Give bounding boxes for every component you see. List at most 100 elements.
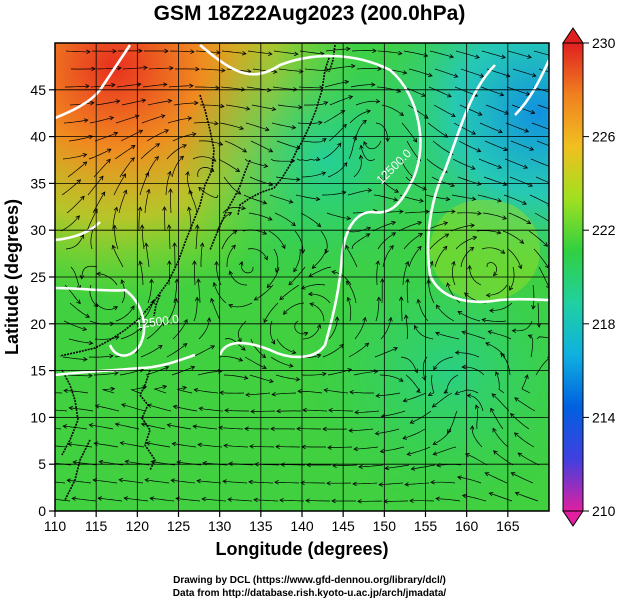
streamline-arrow [470,165,476,170]
streamline [119,157,135,178]
streamline-arrow [353,446,358,452]
streamline-arrow [388,316,393,322]
streamline [489,302,513,311]
streamline-arrow [531,72,537,78]
streamline [229,270,248,286]
streamline [492,428,509,448]
streamline-arrow [199,242,205,247]
streamline [210,298,221,322]
streamline-arrow [227,497,232,502]
streamline-arrow [306,462,311,468]
streamline-arrow [272,69,278,74]
streamline-arrow [393,197,399,202]
streamline [96,67,122,70]
streamline-arrow [111,82,116,88]
streamline [251,410,276,412]
streamline [425,194,450,200]
streamline [302,138,327,143]
streamline [529,194,549,205]
streamline [509,176,533,187]
streamline [354,446,379,450]
streamline-arrow [376,296,382,301]
streamline [533,248,549,269]
streamline-arrow [417,245,422,251]
streamline-arrow [263,163,269,168]
streamline [324,389,349,394]
streamline [221,230,237,250]
streamline-arrow [311,264,317,269]
streamline-arrow [404,260,410,266]
streamline [477,194,502,202]
streamline-arrow [409,419,415,424]
streamline [408,68,433,77]
streamline-arrow [389,244,394,250]
streamline [176,498,201,502]
streamline-arrow [418,233,423,238]
streamline [200,68,225,71]
x-tick-label: 110 [44,518,67,534]
streamline-arrow [489,308,494,313]
streamline-arrow [300,480,305,485]
streamline-arrow [215,85,220,90]
streamline-arrow [350,63,356,69]
streamline-arrow [187,206,192,212]
streamline [226,244,236,267]
streamline-arrow [194,296,200,302]
streamline [170,188,172,214]
streamline-arrow [89,100,95,106]
streamline-arrow [517,452,523,457]
colorbar-tick-label: 230 [592,35,616,51]
streamline [225,104,250,110]
streamline [223,480,248,484]
streamline [219,122,244,130]
streamline [480,86,504,96]
streamline [375,428,400,435]
streamline-arrow [113,306,119,311]
streamline [460,247,474,268]
streamline [455,50,480,58]
streamline-arrow [449,54,455,59]
streamline-arrow [322,426,327,432]
streamline-arrow [446,428,452,434]
streamline [534,212,549,222]
streamline [382,245,394,268]
streamline [86,209,98,232]
streamline-arrow [435,496,440,502]
streamline-arrow [121,173,127,179]
streamline-arrow [402,435,408,440]
coast-borneo [64,439,91,501]
streamline-arrow [155,143,161,148]
streamline-arrow [464,453,470,458]
streamline [254,284,274,301]
streamline-arrow [114,422,120,427]
streamline-arrow [323,101,329,106]
streamline-arrow [242,148,248,153]
streamline-arrow [68,405,74,411]
streamline-arrow [250,409,255,414]
streamline-arrow [275,444,280,449]
streamline [213,282,227,304]
streamline-arrow [88,423,94,428]
streamline-arrow [375,393,380,398]
streamline [218,158,240,172]
streamline-arrow [196,478,201,484]
streamline-arrow [143,65,148,71]
streamline [140,143,160,160]
streamline-arrow [206,317,212,322]
streamline-arrow [38,391,42,395]
streamline [457,476,482,484]
streamline-arrow [406,451,412,456]
streamline [114,145,136,160]
y-tick-label: 15 [30,363,46,379]
colorbar-top-arrow [562,27,584,44]
streamline [55,499,71,502]
streamline-arrow [410,466,416,471]
streamline [272,392,297,395]
streamline [504,158,528,169]
streamline-arrow [451,260,456,266]
streamline [347,297,352,322]
streamline [67,374,93,377]
streamline-arrow [236,190,242,195]
streamline-arrow [220,103,225,109]
streamline [271,122,296,129]
